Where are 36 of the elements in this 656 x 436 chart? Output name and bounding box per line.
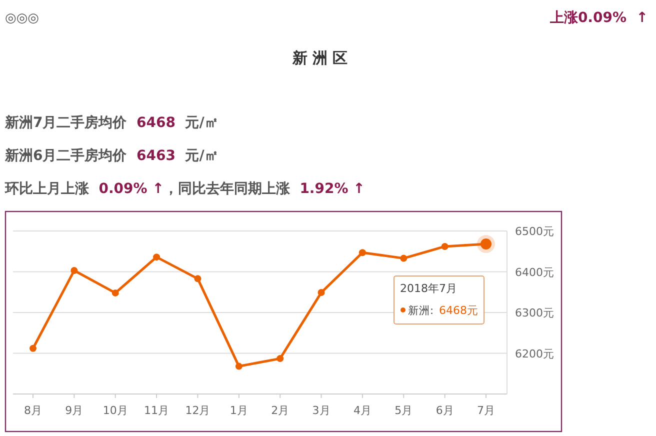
y-tick-label: 6500元 xyxy=(515,225,554,238)
text: 新洲6月二手房均价 6463 元/㎡ xyxy=(4,147,218,164)
point xyxy=(441,242,448,250)
y-tick-label: 6300元 xyxy=(515,306,554,320)
x-tick-label: 1月 xyxy=(230,404,248,417)
x-tick-label: 3月 xyxy=(312,404,330,417)
x-tick-label: 8月 xyxy=(24,404,42,417)
annotation: 2018年7月 xyxy=(400,282,457,296)
y-tick-label: 6200元 xyxy=(515,347,554,360)
x-tick-label: 5月 xyxy=(394,404,413,417)
x-tick-label: 2月 xyxy=(271,404,290,417)
point xyxy=(235,362,242,370)
text: 环比上月上涨 0.09% ↑，同比去年同期上涨 1.92% ↑ xyxy=(4,181,365,197)
point xyxy=(358,249,366,256)
point xyxy=(194,275,202,282)
point xyxy=(112,289,119,296)
text: 上涨0.09% ↑ xyxy=(548,10,648,26)
point xyxy=(318,289,325,296)
x-tick-label: 6月 xyxy=(436,404,454,417)
y-tick-label: 6400元 xyxy=(515,266,554,279)
text: 新洲7月二手房均价 6468 元/㎡ xyxy=(4,114,218,131)
point xyxy=(30,344,36,352)
x-tick-label: 9月 xyxy=(65,404,84,417)
point xyxy=(276,355,284,362)
point xyxy=(153,254,160,261)
x-tick-label: 12月 xyxy=(185,404,210,417)
x-tick-label: 11月 xyxy=(144,404,170,417)
x-tick-label: 7月 xyxy=(477,404,495,417)
point xyxy=(70,267,78,274)
x-tick-label: 10月 xyxy=(102,404,128,417)
annotation: 6468元 xyxy=(439,304,478,318)
x-tick-label: 4月 xyxy=(353,404,372,417)
legend-label: 新洲: xyxy=(408,304,434,318)
point xyxy=(400,254,408,262)
text: ◎◎◎ xyxy=(5,11,40,26)
chart-title: 新 洲 区 xyxy=(291,49,348,67)
